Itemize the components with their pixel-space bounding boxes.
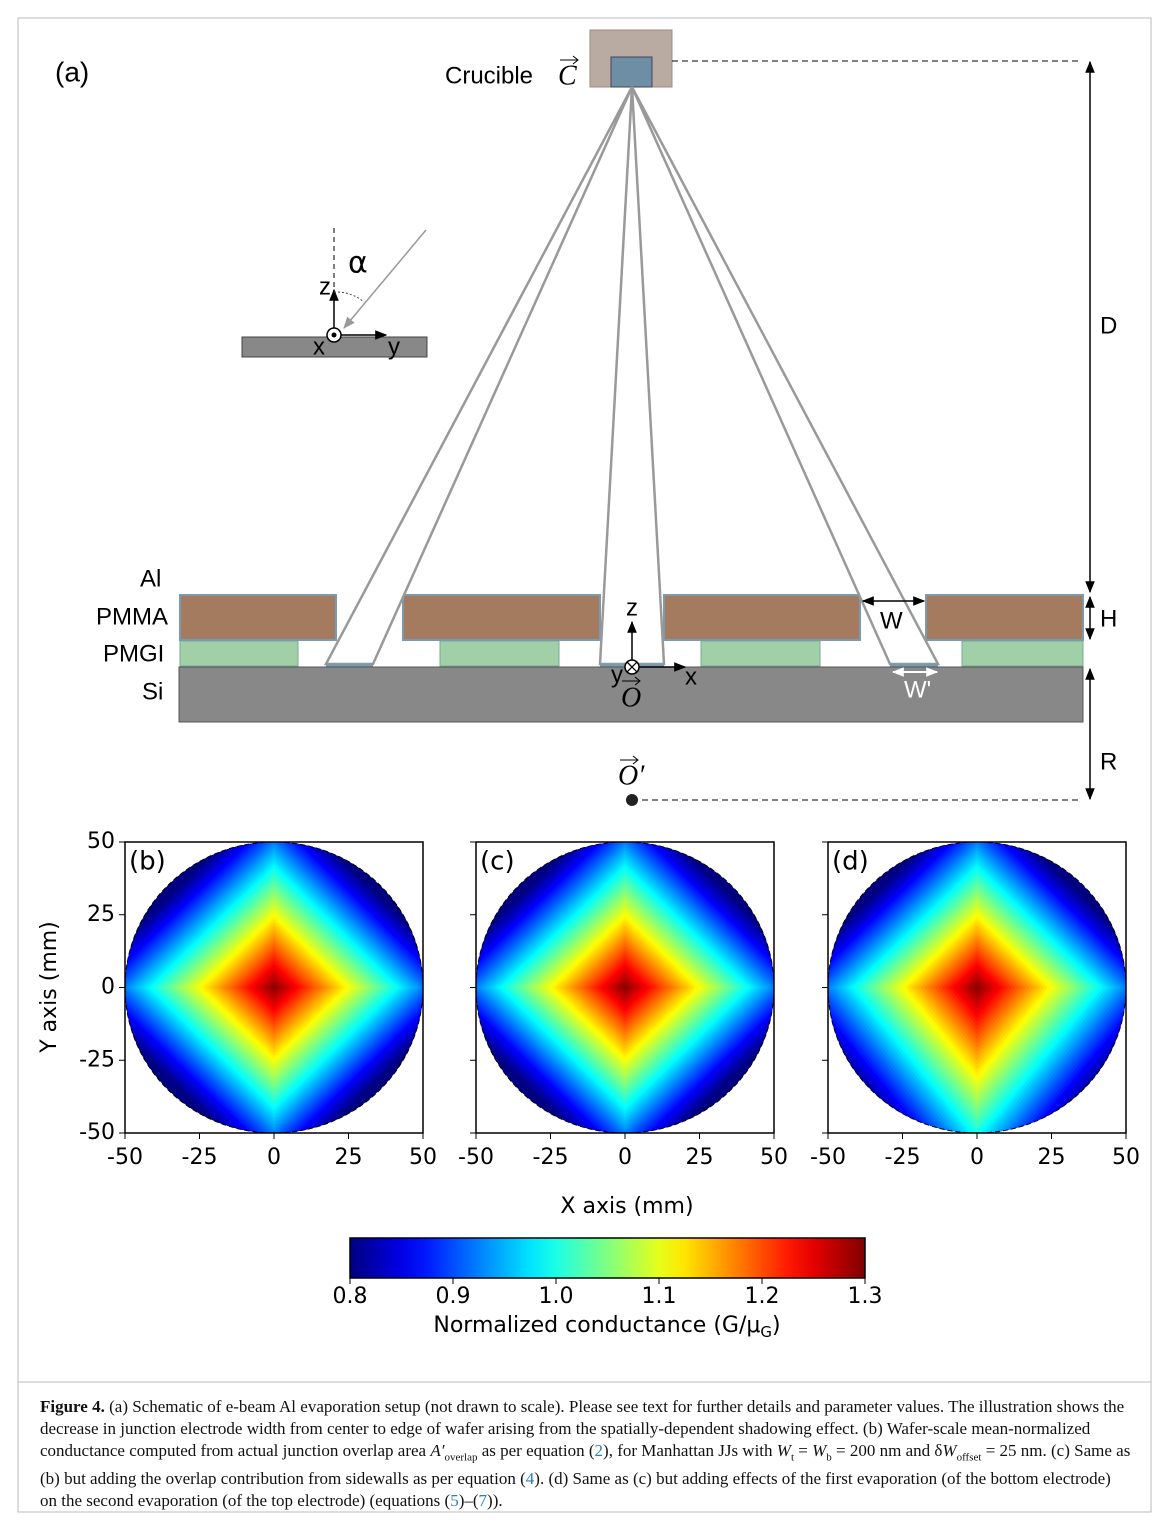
colorbar-tick-label: 1.2 (745, 1284, 780, 1309)
layer-label: PMGI (103, 640, 164, 667)
caption-text: A′ (430, 1441, 444, 1460)
origin-prime-dot (626, 794, 638, 806)
x-tick-label: -25 (533, 1145, 569, 1170)
figure: (a) Crucible C D H R O′ α z x y (0, 0, 1168, 1526)
layer-label: Si (142, 678, 163, 705)
x-tick-label: 25 (1038, 1145, 1066, 1170)
page: (a) Crucible C D H R O′ α z x y (0, 0, 1168, 1526)
x-tick-label: 50 (1112, 1145, 1140, 1170)
caption-text: W (812, 1441, 826, 1460)
colorbar-tick-label: 1.0 (539, 1284, 574, 1309)
x-tick-label: -25 (885, 1145, 921, 1170)
layer-label: PMMA (96, 603, 168, 630)
dimension-label: H (1100, 605, 1117, 632)
x-axis-label: X axis (mm) (560, 1194, 693, 1219)
dimension-label: W (880, 607, 903, 634)
colorbar-tick-label: 0.9 (436, 1284, 471, 1309)
caption-text: overlap (444, 1451, 477, 1463)
axis-label: x (685, 663, 697, 690)
caption-text: ), for Manhattan JJs with (603, 1441, 777, 1460)
crucible-source (611, 57, 652, 87)
y-tick-label: -25 (79, 1047, 115, 1072)
dimension-label: W' (904, 676, 931, 703)
layer-label: Al (140, 565, 161, 592)
x-tick-label: 25 (335, 1145, 363, 1170)
x-tick-label: -25 (182, 1145, 218, 1170)
schematic: (a) Crucible C D H R O′ α z x y (55, 30, 1117, 806)
caption-text: = 200 nm and δ (832, 1441, 943, 1460)
caption: Figure 4. (a) Schematic of e-beam Al eva… (40, 1396, 1132, 1512)
caption-text: Figure 4. (40, 1397, 105, 1416)
heatmap-panel: (c) -50 -25 0 25 50 (414, 782, 835, 1194)
x-tick-label: -50 (458, 1145, 494, 1170)
caption-text: )). (487, 1491, 503, 1510)
x-tick-label: 0 (970, 1145, 984, 1170)
colorbar-label: Normalized conductance (G/μG) (433, 1313, 780, 1341)
colorbar-tick-label: 1.1 (642, 1284, 677, 1309)
caption-text: W (777, 1441, 791, 1460)
axis-out (332, 333, 337, 338)
axis-label: y (388, 333, 400, 360)
evaporation-beam (326, 87, 938, 664)
colorbar (350, 1238, 865, 1278)
caption-text: offset (957, 1451, 982, 1463)
equation-link[interactable]: 5 (450, 1491, 459, 1510)
x-tick-label: 0 (267, 1145, 281, 1170)
y-tick-label: 0 (101, 975, 115, 1000)
y-tick-label: 25 (87, 902, 115, 927)
y-tick-label: -50 (79, 1120, 115, 1145)
colorbar-tick-label: 1.3 (848, 1284, 883, 1309)
caption-text: )–( (459, 1491, 479, 1510)
dimension-label: D (1100, 312, 1117, 339)
y-tick-label: 50 (87, 829, 115, 854)
origin-label: O (621, 682, 641, 713)
heatmap-panel: (d) -50 -25 0 25 50 (766, 782, 1168, 1245)
panel-label: (d) (832, 847, 869, 877)
equation-link[interactable]: 2 (595, 1441, 604, 1460)
angle-arc (334, 292, 364, 302)
figure-frame (18, 18, 1151, 1512)
x-tick-label: 50 (760, 1145, 788, 1170)
x-tick-label: 50 (409, 1145, 437, 1170)
heatmap (414, 782, 835, 1194)
panel-label: (b) (129, 847, 166, 877)
caption-text: = (794, 1441, 812, 1460)
panel-label: (a) (55, 56, 89, 87)
vector-label: C (558, 60, 577, 91)
axis-label: z (626, 594, 638, 621)
caption-text: W (942, 1441, 956, 1460)
x-tick-label: -50 (810, 1145, 846, 1170)
angle-label: α (348, 246, 368, 281)
equation-link[interactable]: 7 (479, 1491, 488, 1510)
axis-label: x (313, 333, 325, 360)
heatmap (766, 782, 1168, 1245)
x-tick-label: 25 (686, 1145, 714, 1170)
crucible-label: Crucible (445, 62, 533, 89)
origin-prime-label: O′ (618, 760, 645, 791)
dimension-label: R (1100, 748, 1117, 775)
colorbar-tick-label: 0.8 (333, 1284, 368, 1309)
x-tick-label: 0 (618, 1145, 632, 1170)
heatmap (63, 782, 484, 1194)
y-axis-label: Y axis (mm) (37, 921, 62, 1054)
heatmap-panel: (b) -50 -25 0 25 50 -50 -25 0 25 50 (63, 782, 484, 1194)
panel-label: (c) (480, 847, 515, 877)
caption-text: as per equation ( (477, 1441, 594, 1460)
x-tick-label: -50 (107, 1145, 143, 1170)
axis-label: z (319, 273, 331, 300)
